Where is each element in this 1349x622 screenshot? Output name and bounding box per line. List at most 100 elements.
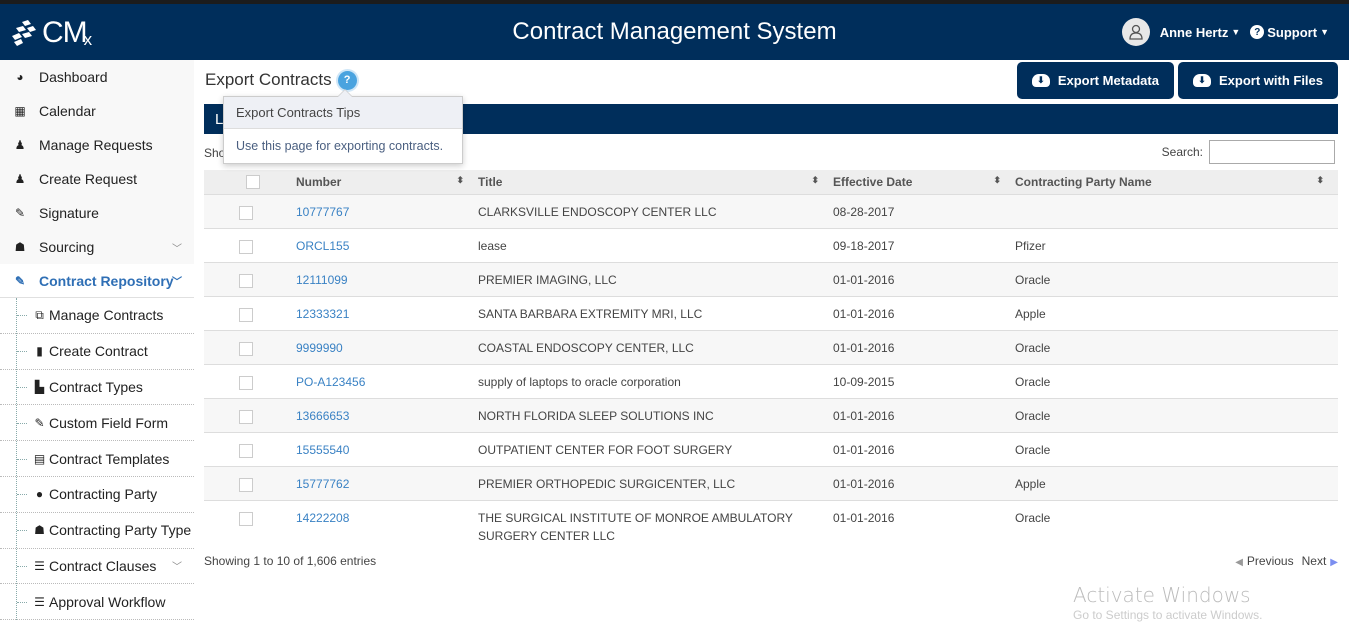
sidebar-item-create-request[interactable]: ♟ Create Request [0,162,194,196]
sidebar-item-contracting-party-type[interactable]: ☗ Contracting Party Type [0,513,194,549]
contract-number-link[interactable]: PO-A123456 [296,363,478,398]
effective-date: 01-01-2016 [833,431,1015,466]
list-icon: ☰ [34,558,45,573]
contract-repository-submenu: ⧉ Manage Contracts ▮ Create Contract ▙ Cont… [0,298,194,621]
contract-title: lease [478,227,833,262]
tasks-icon: ☰ [34,594,45,609]
user-icon: ● [35,487,44,502]
file-text-icon: ▤ [33,451,46,466]
effective-date: 01-01-2016 [833,295,1015,330]
contracts-table: Number ⬍ Title ⬍ Effective Date ⬍ Contracti… [204,170,1338,546]
tips-popover: Export Contracts Tips Use this page for … [223,89,463,164]
contract-number-link[interactable]: 13666653 [296,397,478,432]
row-checkbox[interactable] [239,443,253,458]
effective-date: 01-01-2016 [833,397,1015,432]
row-checkbox[interactable] [239,341,253,356]
sidebar-item-dashboard[interactable]: ◕ Dashboard [0,60,194,94]
contract-number-link[interactable]: 14222208 [296,499,478,546]
search-input[interactable] [1209,140,1335,164]
sidebar-item-calendar[interactable]: ▦ Calendar [0,94,194,128]
table-row: ORCL155 lease 09-18-2017 Pfizer [204,227,1338,262]
question-circle-icon: ? [1250,25,1265,39]
support-dropdown[interactable]: ? Support ▼ [1250,25,1329,40]
contract-title: PREMIER IMAGING, LLC [478,261,833,296]
table-row: 15555540 OUTPATIENT CENTER FOR FOOT SURG… [204,431,1338,466]
avatar[interactable] [1121,18,1150,46]
contract-number-link[interactable]: 12111099 [296,261,478,296]
triangle-left-icon: ◀ [1235,557,1243,568]
sort-icon: ⬍ [993,174,1001,185]
activate-windows-watermark: Activate Windows [1073,583,1251,607]
chevron-down-icon: ﹀ [172,243,182,255]
user-menu-dropdown[interactable]: Anne Hertz ▼ [1160,25,1241,40]
row-checkbox[interactable] [239,409,253,424]
table-row: 12333321 SANTA BARBARA EXTREMITY MRI, LL… [204,295,1338,330]
sidebar-item-signature[interactable]: ✎ Signature [0,196,194,230]
select-all-checkbox[interactable] [246,175,260,190]
table-row: 9999990 COASTAL ENDOSCOPY CENTER, LLC 01… [204,329,1338,364]
contract-number-link[interactable]: 15555540 [296,431,478,466]
effective-date: 10-09-2015 [833,363,1015,398]
calendar-icon: ▦ [14,104,26,118]
chevron-down-icon: ﹀ [172,562,182,574]
search-area: Search: [1162,140,1335,164]
sidebar-item-sourcing[interactable]: ☗ Sourcing ﹀ [0,230,194,264]
contract-number-link[interactable]: ORCL155 [296,227,478,262]
pagination: ◀ Previous Next ▶ [1235,554,1338,568]
contract-number-link[interactable]: 12333321 [296,295,478,330]
contract-number-link[interactable]: 10777767 [296,193,478,228]
sidebar-item-create-contract[interactable]: ▮ Create Contract [0,334,194,370]
export-with-files-button[interactable]: ⬇ Export with Files [1177,62,1338,99]
sidebar-item-manage-contracts[interactable]: ⧉ Manage Contracts [0,298,194,334]
edit-icon: ✎ [34,415,45,430]
column-header-contracting-party[interactable]: Contracting Party Name ⬍ [1015,170,1338,194]
contracting-party: Oracle [1015,261,1338,296]
sidebar-item-manage-requests[interactable]: ♟ Manage Requests [0,128,194,162]
contracting-party: Pfizer [1015,227,1338,262]
previous-button[interactable]: ◀ Previous [1235,554,1294,568]
row-checkbox[interactable] [239,273,253,288]
row-checkbox[interactable] [239,205,253,220]
sidebar-item-contract-templates[interactable]: ▤ Contract Templates [0,441,194,477]
page-title: Export Contracts ? [205,70,357,90]
column-header-number[interactable]: Number ⬍ [296,170,478,194]
effective-date: 01-01-2016 [833,261,1015,296]
contract-number-link[interactable]: 9999990 [296,329,478,364]
cmx-logo[interactable]: CMx [12,16,92,50]
column-header-title[interactable]: Title ⬍ [478,170,833,194]
copy-icon: ⧉ [35,307,44,322]
row-checkbox[interactable] [239,307,253,322]
effective-date: 09-18-2017 [833,227,1015,262]
table-row: 13666653 NORTH FLORIDA SLEEP SOLUTIONS I… [204,397,1338,432]
contract-title: PREMIER ORTHOPEDIC SURGICENTER, LLC [478,465,833,500]
sitemap-icon: ☗ [34,523,45,538]
contract-number-link[interactable]: 15777762 [296,465,478,500]
export-metadata-button[interactable]: ⬇ Export Metadata [1016,62,1174,99]
users-icon: ♟ [14,138,26,152]
edit-icon: ✎ [14,273,26,288]
sidebar-item-contract-clauses[interactable]: ☰ Contract Clauses ﹀ [0,549,194,585]
sidebar-item-contract-repository[interactable]: ✎ Contract Repository ﹀ [0,264,194,298]
sidebar-item-contract-types[interactable]: ▙ Contract Types [0,370,194,406]
row-checkbox[interactable] [239,477,253,492]
contracting-party [1015,193,1338,228]
chevron-down-icon: ﹀ [172,277,182,288]
effective-date: 01-01-2016 [833,465,1015,500]
popover-body: Use this page for exporting contracts. [236,139,444,153]
activate-windows-subtext: Go to Settings to activate Windows. [1073,608,1263,622]
row-checkbox[interactable] [239,239,253,254]
support-label: Support [1267,24,1318,40]
contracting-party: Oracle [1015,397,1338,432]
next-button[interactable]: Next ▶ [1301,554,1338,568]
sidebar-item-custom-field-form[interactable]: ✎ Custom Field Form [0,405,194,442]
export-actions: ⬇ Export Metadata ⬇ Export with Files [1016,62,1338,99]
help-question-icon[interactable]: ? [337,70,357,90]
contract-title: OUTPATIENT CENTER FOR FOOT SURGERY [478,431,833,466]
user-outline-icon [1129,24,1143,40]
triangle-right-icon: ▶ [1330,557,1338,568]
row-checkbox[interactable] [239,511,253,526]
sidebar-item-contracting-party[interactable]: ● Contracting Party [0,477,194,513]
row-checkbox[interactable] [239,375,253,390]
column-header-effective-date[interactable]: Effective Date ⬍ [833,170,1015,194]
contract-title: NORTH FLORIDA SLEEP SOLUTIONS INC [478,397,833,432]
